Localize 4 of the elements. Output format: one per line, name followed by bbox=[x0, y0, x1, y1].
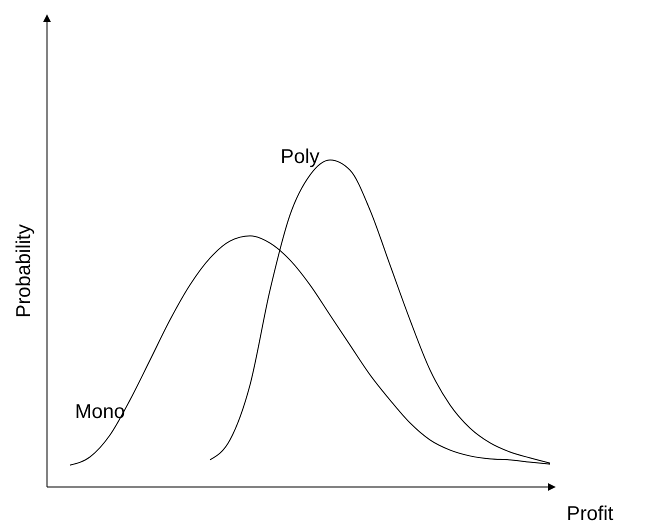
y-axis-title: Probability bbox=[13, 224, 35, 318]
series-label: Mono bbox=[74, 401, 126, 424]
x-axis-title: Profit bbox=[566, 503, 614, 525]
series-label: Poly bbox=[280, 146, 320, 168]
